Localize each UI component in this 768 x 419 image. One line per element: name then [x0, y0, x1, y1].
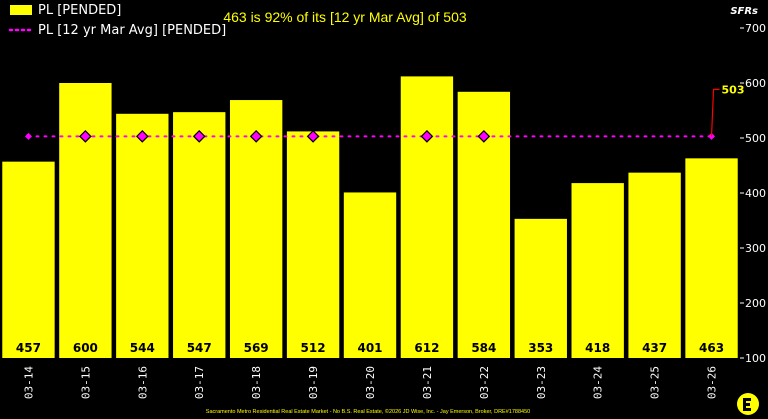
average-marker-03-14 — [24, 132, 32, 140]
bar-03-26 — [685, 158, 738, 358]
bar-03-15 — [59, 83, 112, 358]
average-marker-03-17 — [192, 130, 206, 143]
bar-label-03-18: 569 — [244, 341, 269, 355]
average-callout: 503 — [710, 83, 745, 137]
average-marker-03-22 — [477, 130, 491, 143]
y-tick-label-300: 300 — [745, 242, 766, 255]
average-marker-03-18 — [249, 130, 263, 143]
bar-03-14 — [2, 161, 55, 358]
x-tick-label-03-14: 03-14 — [22, 366, 35, 399]
x-tick-label-03-26: 03-26 — [706, 366, 719, 399]
bar-label-03-23: 353 — [528, 341, 553, 355]
bar-03-25 — [628, 172, 681, 358]
x-tick-label-03-24: 03-24 — [592, 366, 605, 399]
x-axis: 03-14 03-15 03-16 03-17 03-18 03-19 03-20 03-21… — [22, 366, 718, 399]
y-tick-label-200: 200 — [745, 297, 766, 310]
bar-03-24 — [571, 183, 624, 358]
legend-background — [0, 0, 210, 40]
bar-03-23 — [514, 218, 567, 358]
bar-label-03-20: 401 — [357, 341, 382, 355]
legend: PL [PENDED] PL [12 yr Mar Avg] [PENDED] — [0, 0, 226, 40]
bar-label-03-26: 463 — [699, 341, 724, 355]
y-tick-label-400: 400 — [745, 187, 766, 200]
x-tick-label-03-20: 03-20 — [364, 366, 377, 399]
y-axis-unit-label: SFRs — [730, 6, 758, 17]
chart-title: 463 is 92% of its [12 yr Mar Avg] of 503 — [223, 9, 467, 25]
bar-label-03-17: 547 — [187, 341, 212, 355]
y-tick-label-500: 500 — [745, 132, 766, 145]
average-callout-value: 503 — [722, 83, 745, 96]
average-line-group — [24, 130, 716, 143]
bar-label-03-25: 437 — [642, 341, 667, 355]
legend-label-line: PL [12 yr Mar Avg] [PENDED] — [38, 23, 226, 38]
x-tick-label-03-21: 03-21 — [421, 366, 434, 399]
bar-03-19 — [286, 131, 340, 358]
legend-swatch-bar — [10, 5, 32, 15]
average-marker-03-19 — [306, 130, 320, 143]
x-tick-label-03-18: 03-18 — [250, 366, 263, 399]
y-tick-label-100: 100 — [745, 352, 766, 365]
bar-03-17 — [173, 112, 226, 359]
y-axis: 100 200 300 400 500 600 700 — [740, 22, 766, 365]
average-markers-group — [24, 130, 716, 143]
legend-label-bars: PL [PENDED] — [38, 3, 121, 18]
x-tick-label-03-23: 03-23 — [535, 366, 548, 399]
bar-03-21 — [400, 76, 454, 359]
x-tick-label-03-22: 03-22 — [478, 366, 491, 399]
bar-label-03-16: 544 — [130, 341, 155, 355]
x-tick-label-03-25: 03-25 — [649, 366, 662, 399]
bar-label-03-15: 600 — [73, 341, 98, 355]
bar-label-03-14: 457 — [16, 341, 41, 355]
bar-label-03-24: 418 — [585, 341, 610, 355]
average-marker-03-21 — [420, 130, 434, 143]
brand-logo — [737, 393, 759, 415]
bar-label-03-21: 612 — [414, 341, 439, 355]
bar-label-03-19: 512 — [301, 341, 326, 355]
average-callout-line — [710, 88, 720, 137]
x-tick-label-03-17: 03-17 — [193, 366, 206, 399]
bar-03-16 — [116, 113, 169, 358]
x-tick-label-03-16: 03-16 — [136, 366, 149, 399]
logo-glyph — [743, 398, 751, 411]
bar-03-20 — [343, 192, 397, 358]
footer-copyright: Sacramento Metro Residential Real Estate… — [206, 408, 530, 415]
x-tick-label-03-19: 03-19 — [307, 366, 320, 399]
y-tick-label-700: 700 — [745, 22, 766, 35]
bars-group — [2, 76, 738, 359]
bar-03-18 — [229, 100, 283, 359]
x-tick-label-03-15: 03-15 — [79, 366, 92, 399]
y-tick-label-600: 600 — [745, 77, 766, 90]
bar-label-03-22: 584 — [471, 341, 496, 355]
average-marker-03-15 — [79, 130, 92, 143]
average-marker-03-16 — [135, 130, 149, 143]
bar-labels-group: 457 600 544 547 569 512 401 612 584 353 418 437 463 — [16, 341, 724, 355]
